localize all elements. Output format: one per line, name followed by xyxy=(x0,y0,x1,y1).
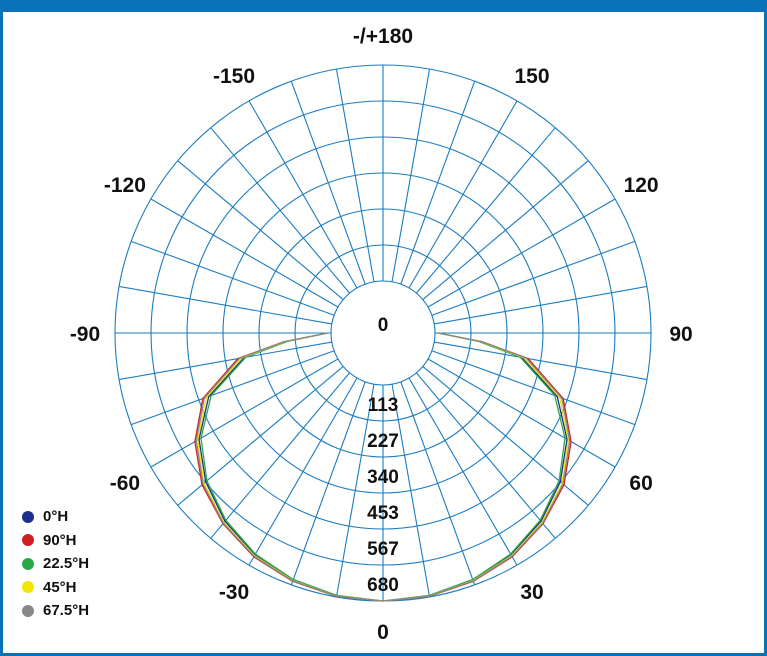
grid-spoke xyxy=(416,372,556,539)
legend-label: 45°H xyxy=(43,578,77,596)
grid-spoke xyxy=(400,381,476,586)
legend-swatch xyxy=(22,534,34,547)
grid-spoke xyxy=(248,100,358,289)
grid-spoke xyxy=(290,80,366,285)
grid-spoke xyxy=(150,358,339,468)
legend-label: 22.5°H xyxy=(43,555,90,573)
legend: 0°H 90°H 22.5°H 45°H 67.5°H xyxy=(22,505,89,623)
radial-tick-label: 340 xyxy=(367,467,399,488)
grid-spoke xyxy=(408,377,518,566)
grid-spoke xyxy=(210,372,350,539)
grid-spoke xyxy=(400,80,476,285)
grid-spoke xyxy=(130,350,335,426)
grid-spoke xyxy=(434,341,648,381)
grid-spoke xyxy=(416,127,556,294)
grid-spoke xyxy=(431,240,636,316)
legend-label: 90°H xyxy=(43,531,77,549)
grid-spoke xyxy=(130,240,335,316)
grid-spoke xyxy=(118,285,332,325)
angle-tick-label: -90 xyxy=(70,323,100,346)
grid-spoke xyxy=(427,198,616,308)
radial-tick-label: 567 xyxy=(367,539,399,560)
legend-item: 90°H xyxy=(22,529,89,553)
radial-tick-label: 680 xyxy=(367,575,399,596)
grid-spoke xyxy=(422,160,589,300)
grid-spoke xyxy=(335,384,375,598)
grid-spoke xyxy=(150,198,339,308)
legend-label: 67.5°H xyxy=(43,602,90,620)
legend-item: 45°H xyxy=(22,576,89,600)
legend-item: 0°H xyxy=(22,505,89,529)
legend-swatch xyxy=(22,604,34,617)
series-line xyxy=(195,332,571,602)
grid-spoke xyxy=(427,358,616,468)
grid-spoke xyxy=(290,381,366,586)
radial-tick-label: 113 xyxy=(368,395,399,416)
angle-tick-label: 30 xyxy=(520,581,543,604)
grid-spoke xyxy=(408,100,518,289)
legend-swatch xyxy=(22,557,34,570)
radial-tick-label: 0 xyxy=(378,315,389,336)
grid-spoke xyxy=(248,377,358,566)
legend-item: 67.5°H xyxy=(22,599,89,623)
angle-tick-label: -/+180 xyxy=(353,25,413,48)
angle-tick-label: -60 xyxy=(110,472,140,495)
legend-swatch xyxy=(22,510,34,523)
angle-tick-label: 60 xyxy=(629,472,652,495)
angle-tick-label: -30 xyxy=(219,581,249,604)
grid-spoke xyxy=(177,160,344,300)
legend-swatch xyxy=(22,581,34,594)
angle-tick-label: 150 xyxy=(514,65,549,88)
angle-tick-label: 0 xyxy=(377,621,389,644)
grid-spoke xyxy=(434,285,648,325)
angle-tick-label: -150 xyxy=(213,65,255,88)
grid-spoke xyxy=(335,68,375,282)
angle-tick-label: 90 xyxy=(669,323,692,346)
grid-spoke xyxy=(210,127,350,294)
grid-spoke xyxy=(391,384,431,598)
angle-tick-label: 120 xyxy=(624,174,659,197)
legend-item: 22.5°H xyxy=(22,552,89,576)
radial-tick-label: 227 xyxy=(367,431,399,452)
grid-spoke xyxy=(431,350,636,426)
grid-spoke xyxy=(118,341,332,381)
angle-tick-label: -120 xyxy=(104,174,146,197)
grid-spoke xyxy=(391,68,431,282)
legend-label: 0°H xyxy=(43,508,69,526)
radial-tick-label: 453 xyxy=(367,503,399,524)
